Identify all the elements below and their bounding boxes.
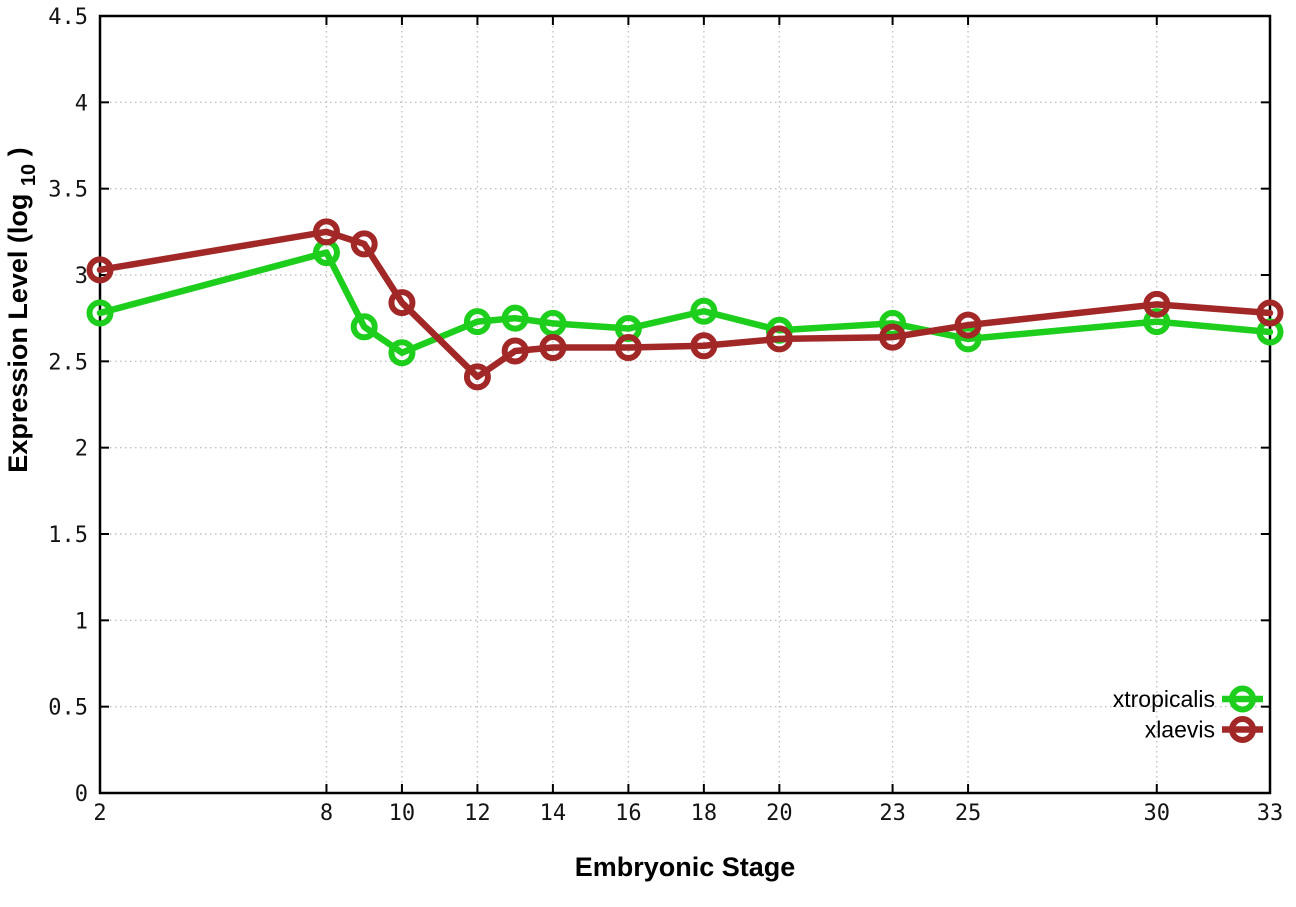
data-point-xlaevis-stage-8 bbox=[312, 218, 340, 246]
data-point-xtropicalis-stage-12 bbox=[463, 308, 491, 336]
data-point-xlaevis-stage-14 bbox=[539, 334, 567, 362]
y-axis-title: Expression Level (log 10 ) bbox=[3, 147, 41, 472]
y-tick-label-2: 2 bbox=[75, 437, 88, 462]
x-tick-label-30: 30 bbox=[1144, 801, 1171, 826]
x-tick-label-2: 2 bbox=[93, 801, 106, 826]
y-tick-label-3.5: 3.5 bbox=[48, 178, 88, 203]
y-axis-title-text: Expression Level (log bbox=[3, 194, 33, 473]
x-tick-label-8: 8 bbox=[320, 801, 333, 826]
data-point-xtropicalis-stage-10 bbox=[388, 339, 416, 367]
data-point-xlaevis-stage-20 bbox=[765, 325, 793, 353]
gridlines bbox=[100, 16, 1270, 793]
y-tick-label-1.5: 1.5 bbox=[48, 523, 88, 548]
data-point-xtropicalis-stage-13 bbox=[501, 304, 529, 332]
data-point-xlaevis-stage-33 bbox=[1256, 299, 1284, 327]
x-tick-label-10: 10 bbox=[389, 801, 416, 826]
data-point-xlaevis-stage-2 bbox=[86, 256, 114, 284]
data-point-xtropicalis-stage-2 bbox=[86, 299, 114, 327]
data-point-xlaevis-stage-9 bbox=[350, 230, 378, 258]
y-tick-label-2.5: 2.5 bbox=[48, 350, 88, 375]
x-tick-label-14: 14 bbox=[540, 801, 567, 826]
y-tick-label-4: 4 bbox=[75, 91, 88, 116]
series-line-xlaevis bbox=[96, 228, 1274, 381]
data-point-xtropicalis-stage-9 bbox=[350, 313, 378, 341]
x-tick-label-12: 12 bbox=[464, 801, 491, 826]
data-point-xlaevis-stage-30 bbox=[1143, 290, 1171, 318]
y-tick-label-4.5: 4.5 bbox=[48, 5, 88, 30]
data-point-xtropicalis-stage-23 bbox=[879, 309, 907, 337]
x-tick-label-33: 33 bbox=[1257, 801, 1284, 826]
data-point-xlaevis-stage-12 bbox=[463, 363, 491, 391]
x-tick-label-23: 23 bbox=[879, 801, 906, 826]
legend-entry-xlaevis: xlaevis bbox=[1145, 716, 1263, 743]
data-point-xlaevis-stage-10 bbox=[388, 289, 416, 317]
legend-marker-xlaevis bbox=[1229, 716, 1256, 743]
data-point-xlaevis-stage-25 bbox=[954, 311, 982, 339]
data-series bbox=[86, 218, 1284, 391]
plot-border bbox=[98, 14, 1272, 795]
series-xtropicalis bbox=[86, 239, 1284, 367]
y-axis-title-close: ) bbox=[3, 147, 33, 156]
data-point-xlaevis-stage-18 bbox=[690, 332, 718, 360]
x-tick-label-16: 16 bbox=[615, 801, 642, 826]
data-point-xlaevis-stage-23 bbox=[879, 323, 907, 351]
data-point-xtropicalis-stage-30 bbox=[1143, 308, 1171, 336]
axis-ticks bbox=[99, 15, 1271, 794]
y-tick-label-1: 1 bbox=[75, 609, 88, 634]
y-axis-title-subscript: 10 bbox=[18, 164, 40, 186]
y-tick-label-0: 0 bbox=[75, 782, 88, 807]
legend-label-xlaevis: xlaevis bbox=[1145, 717, 1215, 743]
data-point-xtropicalis-stage-25 bbox=[954, 325, 982, 353]
legend-entry-xtropicalis: xtropicalis bbox=[1113, 685, 1263, 713]
legend: xtropicalis xlaevis bbox=[1113, 685, 1263, 743]
series-line-xtropicalis bbox=[96, 249, 1274, 356]
data-point-xlaevis-stage-16 bbox=[614, 334, 642, 362]
x-tick-label-25: 25 bbox=[955, 801, 982, 826]
data-point-xlaevis-stage-13 bbox=[501, 337, 529, 365]
data-point-xtropicalis-stage-14 bbox=[539, 309, 567, 337]
y-tick-label-0.5: 0.5 bbox=[48, 696, 88, 721]
data-point-xtropicalis-stage-18 bbox=[690, 297, 718, 325]
x-axis-title: Embryonic Stage bbox=[575, 852, 796, 882]
x-tick-label-18: 18 bbox=[691, 801, 718, 826]
legend-marker-xtropicalis bbox=[1229, 685, 1256, 713]
x-tick-label-20: 20 bbox=[766, 801, 793, 826]
y-tick-label-3: 3 bbox=[75, 264, 88, 289]
legend-label-xtropicalis: xtropicalis bbox=[1113, 686, 1215, 712]
series-xlaevis bbox=[86, 218, 1284, 391]
tick-labels: 2 8 10 12 14 16 18 20 23 25 30 33 0 0.5 1 1.5 2 2.5 3 3.5 4 4… bbox=[48, 5, 1283, 826]
